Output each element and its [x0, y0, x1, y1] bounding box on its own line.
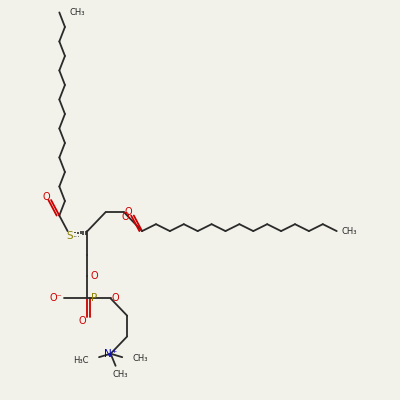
Text: CH₃: CH₃: [113, 370, 128, 379]
Text: CH₃: CH₃: [69, 8, 85, 17]
Text: CH₃: CH₃: [342, 226, 357, 236]
Text: O: O: [42, 192, 50, 202]
Text: O: O: [90, 271, 98, 281]
Text: S: S: [66, 231, 72, 241]
Text: O: O: [124, 207, 132, 217]
Text: H₃C: H₃C: [74, 356, 89, 365]
Text: ···: ···: [72, 233, 80, 242]
Text: O: O: [122, 212, 129, 222]
Text: P: P: [91, 294, 97, 304]
Text: N⁺: N⁺: [104, 349, 117, 359]
Text: O⁻: O⁻: [50, 294, 62, 304]
Text: O: O: [112, 294, 120, 304]
Text: CH₃: CH₃: [132, 354, 148, 363]
Text: O: O: [79, 316, 86, 326]
